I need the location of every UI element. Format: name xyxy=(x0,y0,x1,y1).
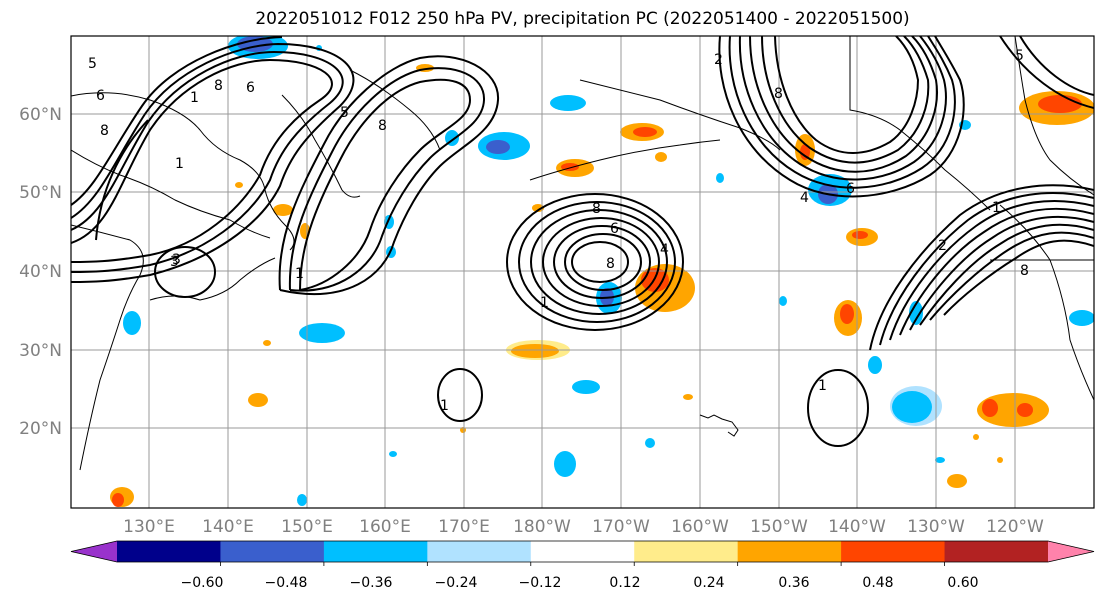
contour-label: 3 xyxy=(170,254,179,270)
colorbar-tick-labels: −0.60 −0.48 −0.36 −0.24 −0.12 0.12 0.24 … xyxy=(181,575,979,591)
lat-lon-grid xyxy=(71,36,1094,508)
colorbar-segment xyxy=(117,541,221,562)
lon-label: 160°E xyxy=(359,517,411,537)
contour-label: 1 xyxy=(295,266,304,282)
lat-label: 50°N xyxy=(19,183,62,203)
longitude-labels: 130°E 140°E 150°E 160°E 170°E 180°W 170°… xyxy=(123,517,1044,537)
lon-label: 130°W xyxy=(907,517,965,537)
contour-label: 2 xyxy=(714,52,723,68)
lon-label: 120°W xyxy=(986,517,1044,537)
colorbar-tick-label: −0.36 xyxy=(350,575,393,591)
lon-label: 130°E xyxy=(123,517,175,537)
contour-label: 1 xyxy=(540,295,549,311)
contour-label: 8 xyxy=(1020,263,1029,279)
contour-label: 5 xyxy=(1015,48,1024,64)
lon-label: 170°E xyxy=(438,517,490,537)
contour-label: 8 xyxy=(214,78,223,94)
colorbar-tick-label: −0.24 xyxy=(435,575,478,591)
lon-label: 150°W xyxy=(750,517,808,537)
colorbar-segment xyxy=(841,541,946,562)
colorbar: −0.60 −0.48 −0.36 −0.24 −0.12 0.12 0.24 … xyxy=(70,540,1095,591)
contour-label: 8 xyxy=(774,86,783,102)
colorbar-tick-label: −0.48 xyxy=(265,575,308,591)
lat-label: 20°N xyxy=(19,419,62,439)
contour-label: 6 xyxy=(96,88,105,104)
colorbar-tick-label: 0.24 xyxy=(693,575,724,591)
contour-label: 1 xyxy=(175,156,184,172)
colorbar-segment xyxy=(944,541,1049,562)
colorbar-segment xyxy=(323,541,428,562)
contour-label: 1 xyxy=(440,398,449,414)
contour-label: 1 xyxy=(190,90,199,106)
contour-label: 5 xyxy=(340,105,349,121)
contour-label: 8 xyxy=(378,118,387,134)
contour-label: 4 xyxy=(660,242,669,258)
lon-label: 160°W xyxy=(671,517,729,537)
contour-labels: 5 6 8 1 8 6 5 8 1 1 3 8 6 4 1 2 8 4 6 1 … xyxy=(88,48,1029,414)
pv-contours xyxy=(71,36,1094,447)
colorbar-segment xyxy=(634,541,739,562)
contour-label: 4 xyxy=(800,190,809,206)
colorbar-extend-max xyxy=(1048,541,1094,562)
colorbar-segments xyxy=(70,540,1095,563)
contour-label: 1 xyxy=(818,378,827,394)
colorbar-ticks xyxy=(220,562,945,566)
lon-label: 150°E xyxy=(281,517,333,537)
colorbar-tick-label: −0.12 xyxy=(519,575,562,591)
colorbar-segment xyxy=(737,541,842,562)
contour-label: 1 xyxy=(992,200,1001,216)
colorbar-tick-label: 0.48 xyxy=(862,575,893,591)
coastlines xyxy=(71,36,1094,471)
lon-label: 180°W xyxy=(513,517,571,537)
contour-label: 6 xyxy=(246,80,255,96)
map-title: 2022051012 F012 250 hPa PV, precipitatio… xyxy=(255,9,910,29)
map-frame xyxy=(70,35,1095,509)
contour-label: 5 xyxy=(88,56,97,72)
colorbar-segment xyxy=(530,541,635,562)
colorbar-tick-label: −0.60 xyxy=(181,575,224,591)
contour-label: 8 xyxy=(606,256,615,272)
positive-precip-area xyxy=(110,64,1094,507)
latitude-labels: 60°N 50°N 40°N 30°N 20°N xyxy=(19,105,62,439)
contour-label: 6 xyxy=(610,221,619,237)
contour-label: 3 xyxy=(172,252,181,268)
lat-label: 40°N xyxy=(19,262,62,282)
lat-label: 30°N xyxy=(19,341,62,361)
contour-label: 8 xyxy=(100,123,109,139)
colorbar-tick-label: 0.36 xyxy=(778,575,809,591)
contour-label: 8 xyxy=(592,201,601,217)
lon-label: 170°W xyxy=(592,517,650,537)
lon-label: 140°E xyxy=(202,517,254,537)
colorbar-outline xyxy=(70,540,1095,563)
colorbar-segment xyxy=(220,541,325,562)
colorbar-tick-label: 0.60 xyxy=(947,575,978,591)
contour-label: 6 xyxy=(846,181,855,197)
contour-label: 2 xyxy=(938,238,947,254)
colorbar-segment xyxy=(427,541,532,562)
colorbar-extend-min xyxy=(71,541,117,562)
lat-label: 60°N xyxy=(19,105,62,125)
lon-label: 140°W xyxy=(828,517,886,537)
colorbar-tick-label: 0.12 xyxy=(609,575,640,591)
